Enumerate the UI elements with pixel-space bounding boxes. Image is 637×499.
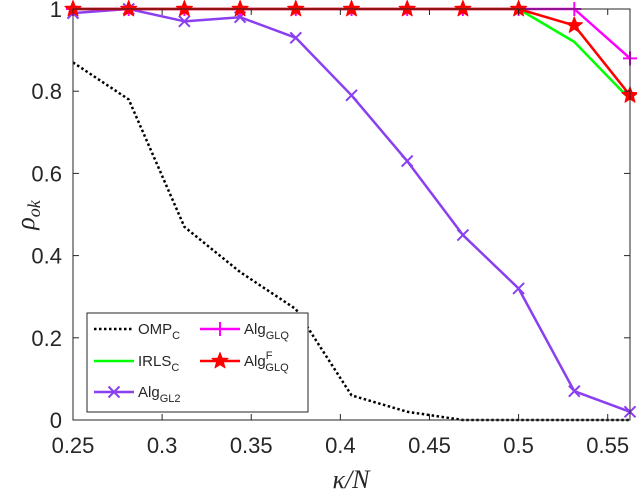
x-tick-label: 0.5 [503, 433, 534, 458]
legend-label: IRLSC [138, 353, 179, 374]
series-irls-c [73, 7, 631, 101]
legend-label: AlgGLQ [244, 321, 289, 342]
x-tick-label: 0.3 [147, 433, 178, 458]
data-point [231, 0, 249, 17]
x-tick-label: 0.25 [52, 433, 95, 458]
data-point [568, 385, 581, 398]
legend-item-alg-gl2: AlgGL2 [94, 384, 180, 405]
data-point [287, 0, 305, 17]
data-point [345, 89, 358, 102]
x-tick-label: 0.4 [325, 433, 356, 458]
series-line [73, 7, 631, 97]
data-point [342, 0, 361, 17]
y-tick-label: 0.8 [31, 79, 62, 104]
data-point [178, 15, 191, 28]
x-tick-label: 0.35 [230, 433, 273, 458]
y-tick-label: 0.2 [31, 326, 62, 351]
data-point [454, 0, 472, 17]
data-point [175, 0, 193, 17]
legend: OMPC IRLSC AlgGL2 AlgGLQ AlgF GLQ [86, 312, 309, 413]
data-point [512, 282, 525, 295]
legend-item-alg-glq-f: AlgF GLQ [200, 350, 289, 374]
y-axis-label-sub: ok [24, 199, 44, 217]
x-axis-label: κ/N [332, 465, 371, 494]
legend-box [86, 312, 309, 413]
series-line [73, 7, 631, 101]
y-tick-label: 0.4 [31, 244, 62, 269]
legend-label: AlgF GLQ [244, 350, 289, 374]
plot-frame [72, 8, 631, 421]
data-point [120, 0, 138, 17]
x-tick-label: 0.45 [408, 433, 451, 458]
legend-marker [211, 352, 229, 369]
svg-text:ρok: ρok [11, 199, 44, 230]
ticks-layer: 0.25 0.3 0.35 0.4 0.45 0.5 0.55 0 0.2 0.4 0.6 0.8 1 [31, 0, 630, 458]
y-axis-label: ρok [11, 199, 44, 230]
data-point [456, 228, 470, 242]
y-axis-label-main: ρ [11, 217, 40, 230]
y-tick-label: 1 [50, 0, 62, 22]
legend-label: AlgGL2 [138, 384, 180, 405]
data-point [398, 0, 416, 17]
x-tick-label: 0.55 [586, 433, 629, 458]
legend-item-irls-c: IRLSC [94, 353, 179, 374]
legend-marker [213, 322, 227, 336]
y-tick-label: 0 [50, 408, 62, 433]
data-point [400, 154, 414, 168]
data-point [565, 16, 583, 33]
legend-marker [107, 385, 121, 399]
legend-item-omp-c: OMPC [94, 321, 180, 342]
y-tick-label: 0.6 [31, 161, 62, 186]
data-point [289, 31, 303, 44]
legend-label: OMPC [138, 321, 180, 342]
legend-item-alg-glq: AlgGLQ [200, 321, 289, 342]
